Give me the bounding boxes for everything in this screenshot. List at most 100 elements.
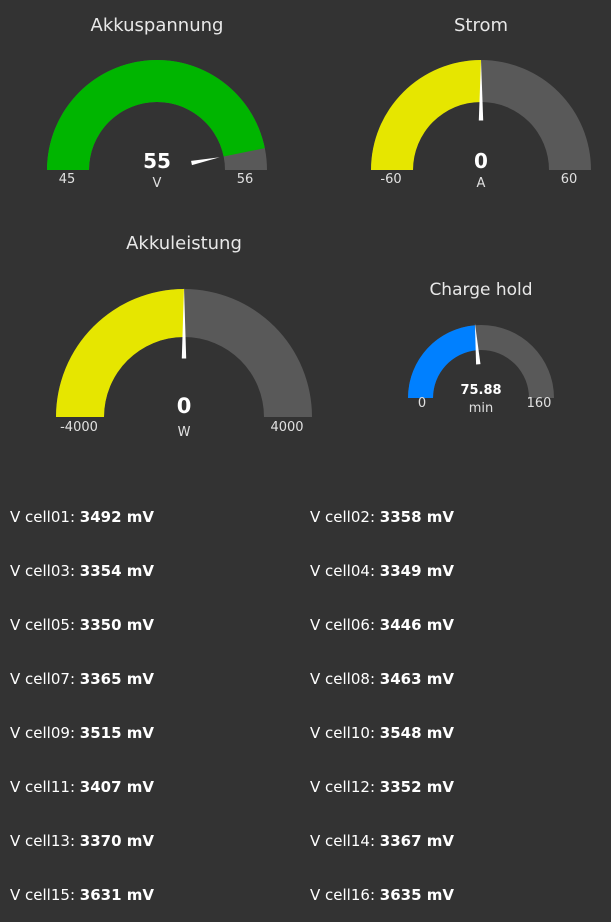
cell-voltage-item: V cell04: 3349 mV	[310, 562, 454, 580]
gauge-title: Akkuspannung	[90, 15, 224, 36]
cell-value: 3446 mV	[379, 616, 454, 634]
gauge-unit: V	[152, 176, 162, 191]
cell-label: cell08	[325, 670, 370, 688]
cell-value: 3365 mV	[79, 670, 154, 688]
gauge-needle	[478, 60, 484, 121]
gauge-value: 75.88	[460, 383, 502, 398]
cell-prefix: V	[10, 508, 26, 526]
cell-prefix: V	[310, 616, 326, 634]
cell-label: cell06	[325, 616, 370, 634]
cell-voltage-item: V cell02: 3358 mV	[310, 508, 454, 526]
cell-voltage-item: V cell13: 3370 mV	[10, 832, 154, 850]
cell-label: cell04	[325, 562, 370, 580]
cell-voltage-item: V cell16: 3635 mV	[310, 886, 454, 904]
cell-prefix: V	[310, 562, 326, 580]
gauge-title: Strom	[453, 15, 509, 36]
cell-value: 3631 mV	[79, 886, 154, 904]
gauge-min-label: 45	[58, 172, 76, 187]
cell-label: cell05	[25, 616, 70, 634]
gauge-min-label: 0	[417, 396, 427, 411]
gauge-unit: min	[468, 401, 494, 416]
cell-row: V cell11: 3407 mV V cell12: 3352 mV	[10, 760, 610, 814]
cell-label: cell09	[25, 724, 70, 742]
cell-label: cell13	[25, 832, 70, 850]
cell-label: cell07	[25, 670, 70, 688]
cell-prefix: V	[10, 724, 26, 742]
gauge-fill	[371, 60, 481, 170]
cell-voltage-item: V cell01: 3492 mV	[10, 508, 154, 526]
cell-label: cell12	[325, 778, 370, 796]
cell-value: 3635 mV	[379, 886, 454, 904]
cell-value: 3350 mV	[79, 616, 154, 634]
gauge-akkuspannung: Akkuspannung 55 V 45 56	[40, 0, 274, 200]
gauge-strom: Strom 0 A -60 60	[364, 0, 598, 200]
cell-row: V cell09: 3515 mV V cell10: 3548 mV	[10, 706, 610, 760]
gauge-charge-hold: Charge hold 75.88 min 0 160	[398, 270, 564, 420]
gauge-value: 0	[176, 394, 192, 418]
cell-prefix: V	[10, 778, 26, 796]
cell-prefix: V	[10, 616, 26, 634]
cell-label: cell15	[25, 886, 70, 904]
cell-prefix: V	[310, 724, 326, 742]
cell-value: 3354 mV	[79, 562, 154, 580]
gauge-dial	[371, 60, 591, 170]
cell-value: 3548 mV	[379, 724, 454, 742]
gauge-needle	[181, 287, 187, 359]
gauge-dial	[56, 287, 312, 417]
cell-prefix: V	[310, 508, 326, 526]
gauge-title: Charge hold	[429, 280, 533, 300]
gauge-min-label: -60	[380, 172, 402, 187]
cell-voltage-item: V cell07: 3365 mV	[10, 670, 154, 688]
gauge-akkuleistung: Akkuleistung 0 W -4000 4000	[47, 220, 321, 450]
cell-row: V cell05: 3350 mV V cell06: 3446 mV	[10, 598, 610, 652]
cell-voltage-item: V cell08: 3463 mV	[310, 670, 454, 688]
gauge-title: Akkuleistung	[126, 233, 242, 254]
cell-value: 3367 mV	[379, 832, 454, 850]
cell-label: cell02	[325, 508, 370, 526]
cell-voltage-item: V cell10: 3548 mV	[310, 724, 454, 742]
cell-voltage-item: V cell05: 3350 mV	[10, 616, 154, 634]
cell-prefix: V	[310, 670, 326, 688]
gauge-max-label: 160	[526, 396, 552, 411]
gauge-unit: W	[177, 425, 191, 440]
cell-row: V cell13: 3370 mV V cell14: 3367 mV	[10, 814, 610, 868]
cell-value: 3352 mV	[379, 778, 454, 796]
cell-label: cell03	[25, 562, 70, 580]
cell-voltage-item: V cell09: 3515 mV	[10, 724, 154, 742]
cell-value: 3407 mV	[79, 778, 154, 796]
gauge-fill	[408, 325, 478, 398]
cell-voltage-item: V cell15: 3631 mV	[10, 886, 154, 904]
cell-prefix: V	[10, 886, 26, 904]
gauge-fill	[47, 59, 265, 170]
cell-voltage-item: V cell06: 3446 mV	[310, 616, 454, 634]
cell-row: V cell15: 3631 mV V cell16: 3635 mV	[10, 868, 610, 922]
gauge-dial	[47, 59, 267, 170]
cell-voltage-item: V cell11: 3407 mV	[10, 778, 154, 796]
gauge-min-label: -4000	[60, 420, 98, 435]
gauge-max-label: 4000	[270, 420, 304, 435]
cell-voltage-item: V cell12: 3352 mV	[310, 778, 454, 796]
gauge-dial	[408, 323, 554, 398]
cell-prefix: V	[310, 778, 326, 796]
gauge-fill	[56, 289, 184, 417]
gauge-value: 55	[143, 149, 171, 173]
cell-row: V cell01: 3492 mV V cell02: 3358 mV	[10, 490, 610, 544]
cell-value: 3358 mV	[379, 508, 454, 526]
cell-voltage-item: V cell03: 3354 mV	[10, 562, 154, 580]
gauge-max-label: 56	[236, 172, 254, 187]
cell-label: cell11	[25, 778, 70, 796]
gauge-value: 0	[474, 149, 488, 173]
cell-row: V cell07: 3365 mV V cell08: 3463 mV	[10, 652, 610, 706]
cell-value: 3492 mV	[79, 508, 154, 526]
cell-value: 3349 mV	[379, 562, 454, 580]
cell-value: 3463 mV	[379, 670, 454, 688]
gauge-needle	[191, 157, 220, 166]
cell-prefix: V	[310, 832, 326, 850]
cell-prefix: V	[10, 562, 26, 580]
cell-label: cell10	[325, 724, 370, 742]
cell-voltage-grid: V cell01: 3492 mV V cell02: 3358 mV V cell…	[10, 490, 610, 922]
gauge-needle	[474, 323, 481, 365]
cell-label: cell01	[25, 508, 70, 526]
cell-prefix: V	[10, 832, 26, 850]
cell-label: cell14	[325, 832, 370, 850]
